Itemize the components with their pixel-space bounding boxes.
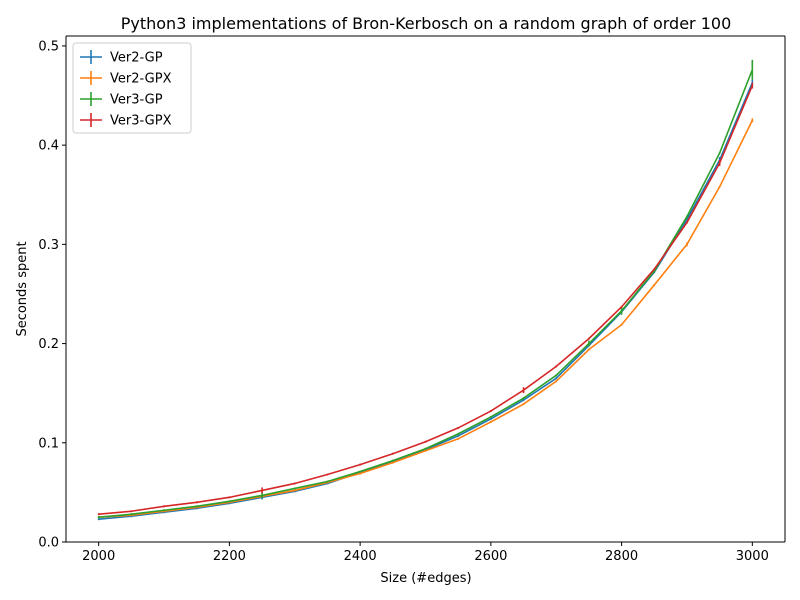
y-axis-ticks: 0.0 0.1 0.2 0.3 0.4 0.5 [38,39,66,551]
legend-item: Ver3-GP [80,92,163,108]
legend-label: Ver3-GP [110,93,163,108]
x-tick-label: 2200 [213,549,246,564]
chart-title: Python3 implementations of Bron-Kerbosch… [121,14,732,33]
y-tick-label: 0.2 [38,337,59,352]
x-axis-ticks: 2000 2200 2400 2600 2800 3000 [82,542,769,564]
x-tick-label: 2000 [82,549,115,564]
legend-item: Ver3-GPX [80,113,172,129]
series-layer [97,59,754,521]
axes-spines [65,35,786,543]
legend-label: Ver2-GPX [110,72,172,87]
legend-label: Ver3-GPX [110,114,172,129]
x-tick-label: 3000 [736,549,769,564]
x-tick-label: 2400 [344,549,377,564]
x-tick-label: 2600 [474,549,507,564]
y-tick-label: 0.4 [38,139,59,154]
legend-items: Ver2-GP Ver2-GPX Ver3-GP Ver3-GPX [80,50,172,129]
x-axis-label: Size (#edges) [380,571,471,586]
y-tick-label: 0.3 [38,238,59,253]
y-tick-label: 0.5 [38,39,59,54]
series-ver3-gp [97,59,754,519]
legend-item: Ver2-GP [80,50,163,66]
legend-item: Ver2-GPX [80,71,172,87]
legend: Ver2-GP Ver2-GPX Ver3-GP Ver3-GPX [72,42,192,134]
legend-label: Ver2-GP [110,51,163,66]
y-tick-label: 0.1 [38,436,59,451]
legend-frame [72,42,192,134]
y-axis-label: Seconds spent [15,241,30,336]
x-tick-label: 2800 [605,549,638,564]
series-ver3-gpx [97,82,754,516]
y-tick-label: 0.0 [38,536,59,551]
